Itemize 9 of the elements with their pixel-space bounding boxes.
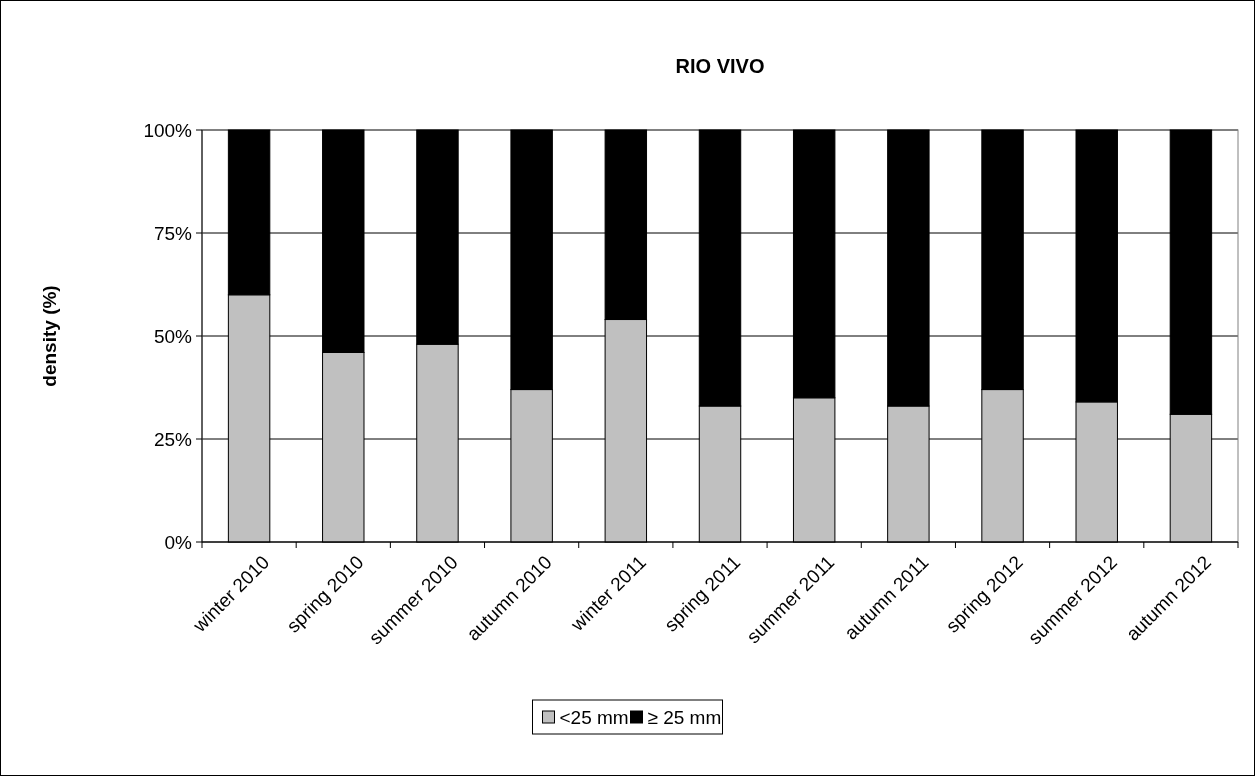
- chart-title: RIO VIVO: [675, 55, 765, 77]
- y-tick-label: 100%: [143, 119, 193, 141]
- y-tick-label: 50%: [153, 325, 193, 347]
- legend-label: <25 mm: [559, 706, 629, 728]
- y-tick-label: 0%: [164, 531, 193, 553]
- y-tick-label: 75%: [153, 222, 193, 244]
- legend-label: ≥ 25 mm: [647, 706, 722, 728]
- y-tick-label: 25%: [153, 428, 193, 450]
- y-axis-title: density (%): [39, 285, 60, 387]
